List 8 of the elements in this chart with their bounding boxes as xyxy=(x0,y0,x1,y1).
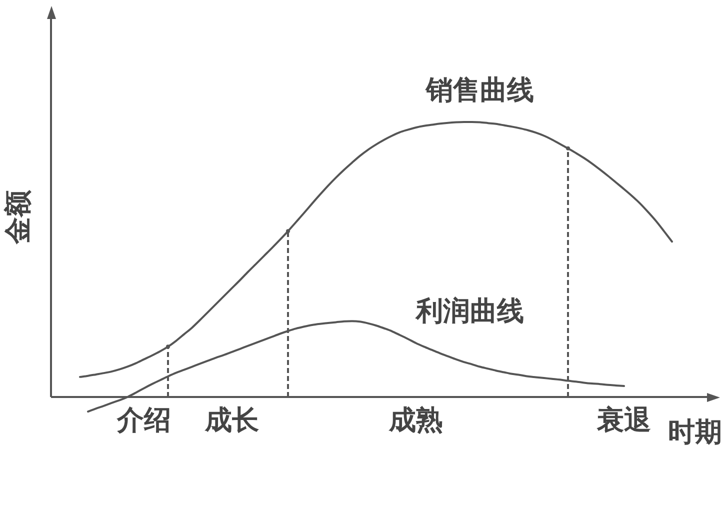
x-tick-label: 衰退 xyxy=(596,405,651,436)
y-axis-title: 金额 xyxy=(3,189,34,246)
series-label: 利润曲线 xyxy=(415,296,524,328)
x-tick-label: 成熟 xyxy=(388,405,443,436)
x-axis-title: 时期 xyxy=(668,417,722,448)
x-tick-label: 成长 xyxy=(204,405,259,436)
x-tick-label: 介绍 xyxy=(115,405,171,436)
series-label: 销售曲线 xyxy=(425,75,534,106)
